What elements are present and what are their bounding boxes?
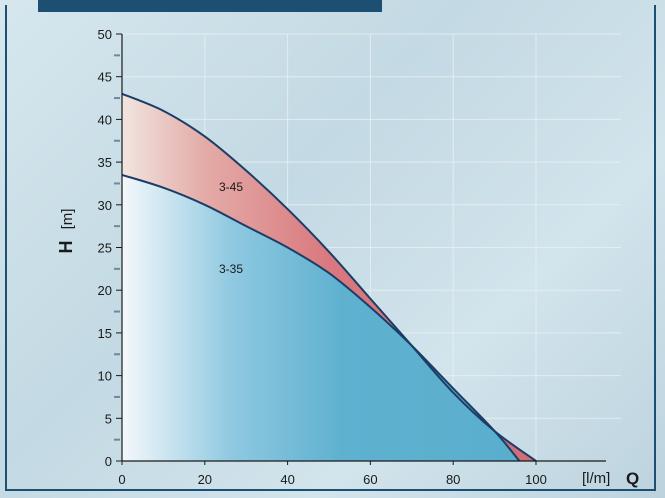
y-axis-symbol: H (56, 241, 76, 254)
x-tick-label-100: 100 (525, 472, 547, 487)
y-tick-label-15: 15 (98, 326, 112, 341)
y-tick-label-0: 0 (105, 454, 112, 469)
series-label-3-35: 3-35 (219, 262, 243, 276)
x-axis-unit: [l/m] (582, 470, 610, 487)
series-label-3-45: 3-45 (219, 180, 243, 194)
y-tick-label-10: 10 (98, 369, 112, 384)
y-axis-unit: [m] (59, 209, 76, 230)
y-tick-label-40: 40 (98, 112, 112, 127)
y-tick-label-50: 50 (98, 27, 112, 42)
x-tick-label-80: 80 (446, 472, 460, 487)
x-tick-label-40: 40 (280, 472, 294, 487)
y-tick-label-30: 30 (98, 198, 112, 213)
x-axis-symbol: Q (626, 469, 639, 488)
y-tick-label-20: 20 (98, 283, 112, 298)
y-tick-label-45: 45 (98, 70, 112, 85)
y-tick-label-35: 35 (98, 155, 112, 170)
areas (122, 94, 536, 461)
x-tick-label-0: 0 (118, 472, 125, 487)
x-tick-label-60: 60 (363, 472, 377, 487)
y-tick-label-5: 5 (105, 411, 112, 426)
x-tick-label-20: 20 (198, 472, 212, 487)
y-tick-label-25: 25 (98, 241, 112, 256)
area-3-35 (122, 175, 519, 461)
